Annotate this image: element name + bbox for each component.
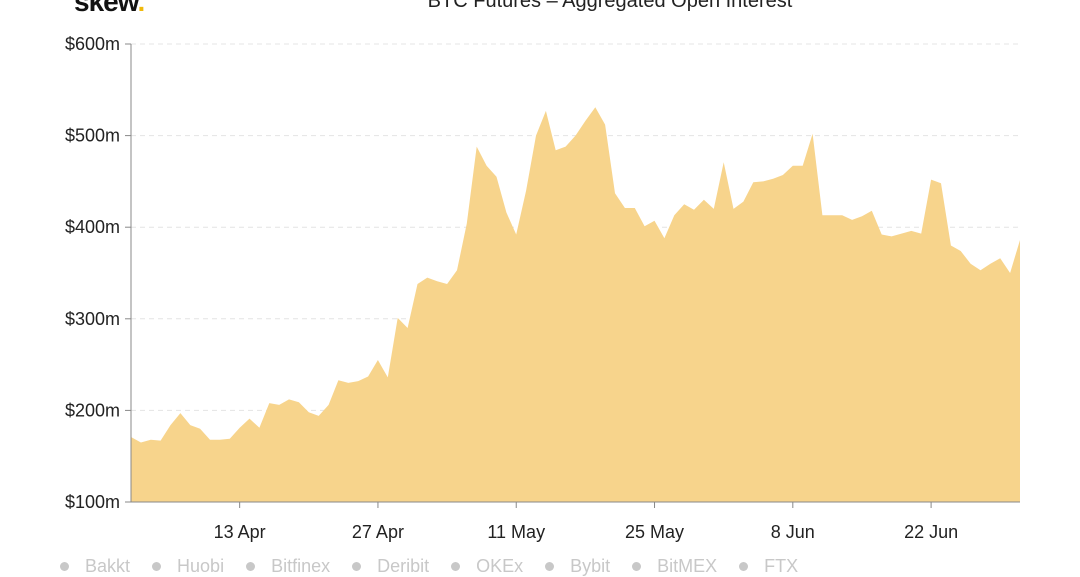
legend-dot-icon <box>451 562 461 571</box>
x-tick-label: 11 May <box>487 522 545 542</box>
legend-item-ftx[interactable]: FTX <box>739 556 798 577</box>
legend-dot-icon <box>246 562 256 571</box>
legend: Bakkt Huobi Bitfinex Deribit OKEx Bybit BitMEX… <box>60 556 820 577</box>
legend-item-okex[interactable]: OKEx <box>451 556 523 577</box>
legend-item-bitfinex[interactable]: Bitfinex <box>246 556 330 577</box>
legend-item-bitmex[interactable]: BitMEX <box>632 556 717 577</box>
x-tick-label: 25 May <box>625 522 684 542</box>
y-tick-label: $600m <box>65 34 120 54</box>
x-tick-label: 27 Apr <box>352 522 404 542</box>
legend-item-huobi[interactable]: Huobi <box>152 556 224 577</box>
y-tick-label: $500m <box>65 126 120 146</box>
legend-dot-icon <box>152 562 162 571</box>
legend-dot-icon <box>632 562 642 571</box>
legend-item-bybit[interactable]: Bybit <box>545 556 610 577</box>
legend-label: Huobi <box>177 556 225 576</box>
legend-label: Bitfinex <box>271 556 331 576</box>
chart-title: BTC Futures – Aggregated Open Interest <box>427 0 793 12</box>
y-tick-label: $100m <box>65 492 120 512</box>
logo-dot: . <box>137 0 145 17</box>
x-tick-label: 13 Apr <box>214 522 266 542</box>
legend-label: Bakkt <box>85 556 131 576</box>
legend-label: Deribit <box>377 556 430 576</box>
legend-dot-icon <box>739 562 749 571</box>
y-tick-label: $200m <box>65 400 120 420</box>
legend-label: BitMEX <box>657 556 718 576</box>
y-tick-label: $300m <box>65 309 120 329</box>
skew-logo: skew. <box>74 0 145 18</box>
legend-item-deribit[interactable]: Deribit <box>352 556 429 577</box>
legend-label: OKEx <box>476 556 524 576</box>
legend-item-bakkt[interactable]: Bakkt <box>60 556 130 577</box>
x-tick-label: 22 Jun <box>904 522 958 542</box>
legend-label: Bybit <box>570 556 611 576</box>
legend-label: FTX <box>764 556 799 576</box>
x-tick-label: 8 Jun <box>771 522 815 542</box>
legend-dot-icon <box>545 562 555 571</box>
legend-dot-icon <box>60 562 69 571</box>
y-tick-label: $400m <box>65 217 120 237</box>
open-interest-area <box>131 107 1020 502</box>
legend-dot-icon <box>352 562 362 571</box>
logo-text: skew <box>74 0 138 17</box>
